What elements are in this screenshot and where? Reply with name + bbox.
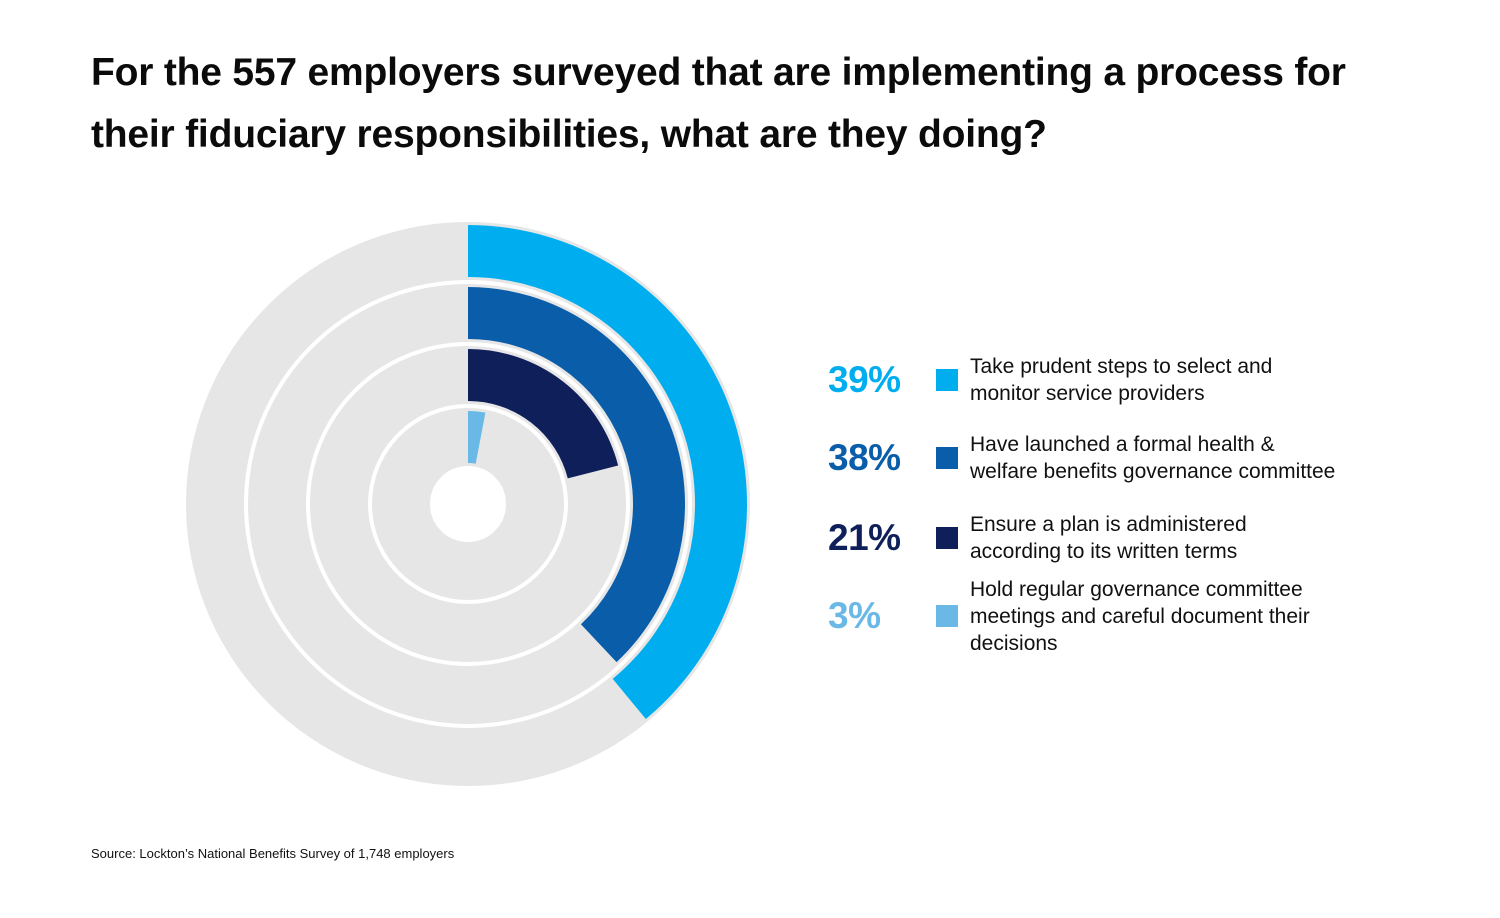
- legend-value: 38%: [828, 437, 901, 478]
- ring-bar: [467, 287, 685, 663]
- legend-label: Have launched a formal health & welfare …: [970, 433, 1336, 483]
- legend-value: 21%: [828, 517, 901, 558]
- legend-label: Take prudent steps to select and monitor…: [970, 355, 1273, 405]
- legend-swatch: [936, 527, 958, 549]
- legend-label: Hold regular governance committee meetin…: [970, 577, 1310, 655]
- legend-label: Ensure a plan is administered according …: [970, 513, 1247, 563]
- legend-value: 3%: [828, 595, 881, 636]
- legend-item: 38% Have launched a formal health & welf…: [828, 418, 1348, 498]
- legend-swatch: [936, 369, 958, 391]
- source-note: Source: Lockton’s National Benefits Surv…: [91, 846, 455, 861]
- ring-bar: [467, 411, 486, 464]
- chart-title: For the 557 employers surveyed that are …: [91, 51, 1346, 156]
- legend-item: 39% Take prudent steps to select and mon…: [828, 350, 1348, 410]
- legend-value: 39%: [828, 359, 901, 400]
- legend-item: 3% Hold regular governance committee mee…: [828, 576, 1348, 656]
- legend-swatch: [936, 447, 958, 469]
- ring-bar: [467, 225, 747, 719]
- rings-group: [186, 222, 750, 786]
- ring-bar: [467, 349, 619, 480]
- radial-bar-chart: [186, 222, 750, 786]
- legend-swatch: [936, 605, 958, 627]
- legend-item: 21% Ensure a plan is administered accord…: [828, 508, 1348, 568]
